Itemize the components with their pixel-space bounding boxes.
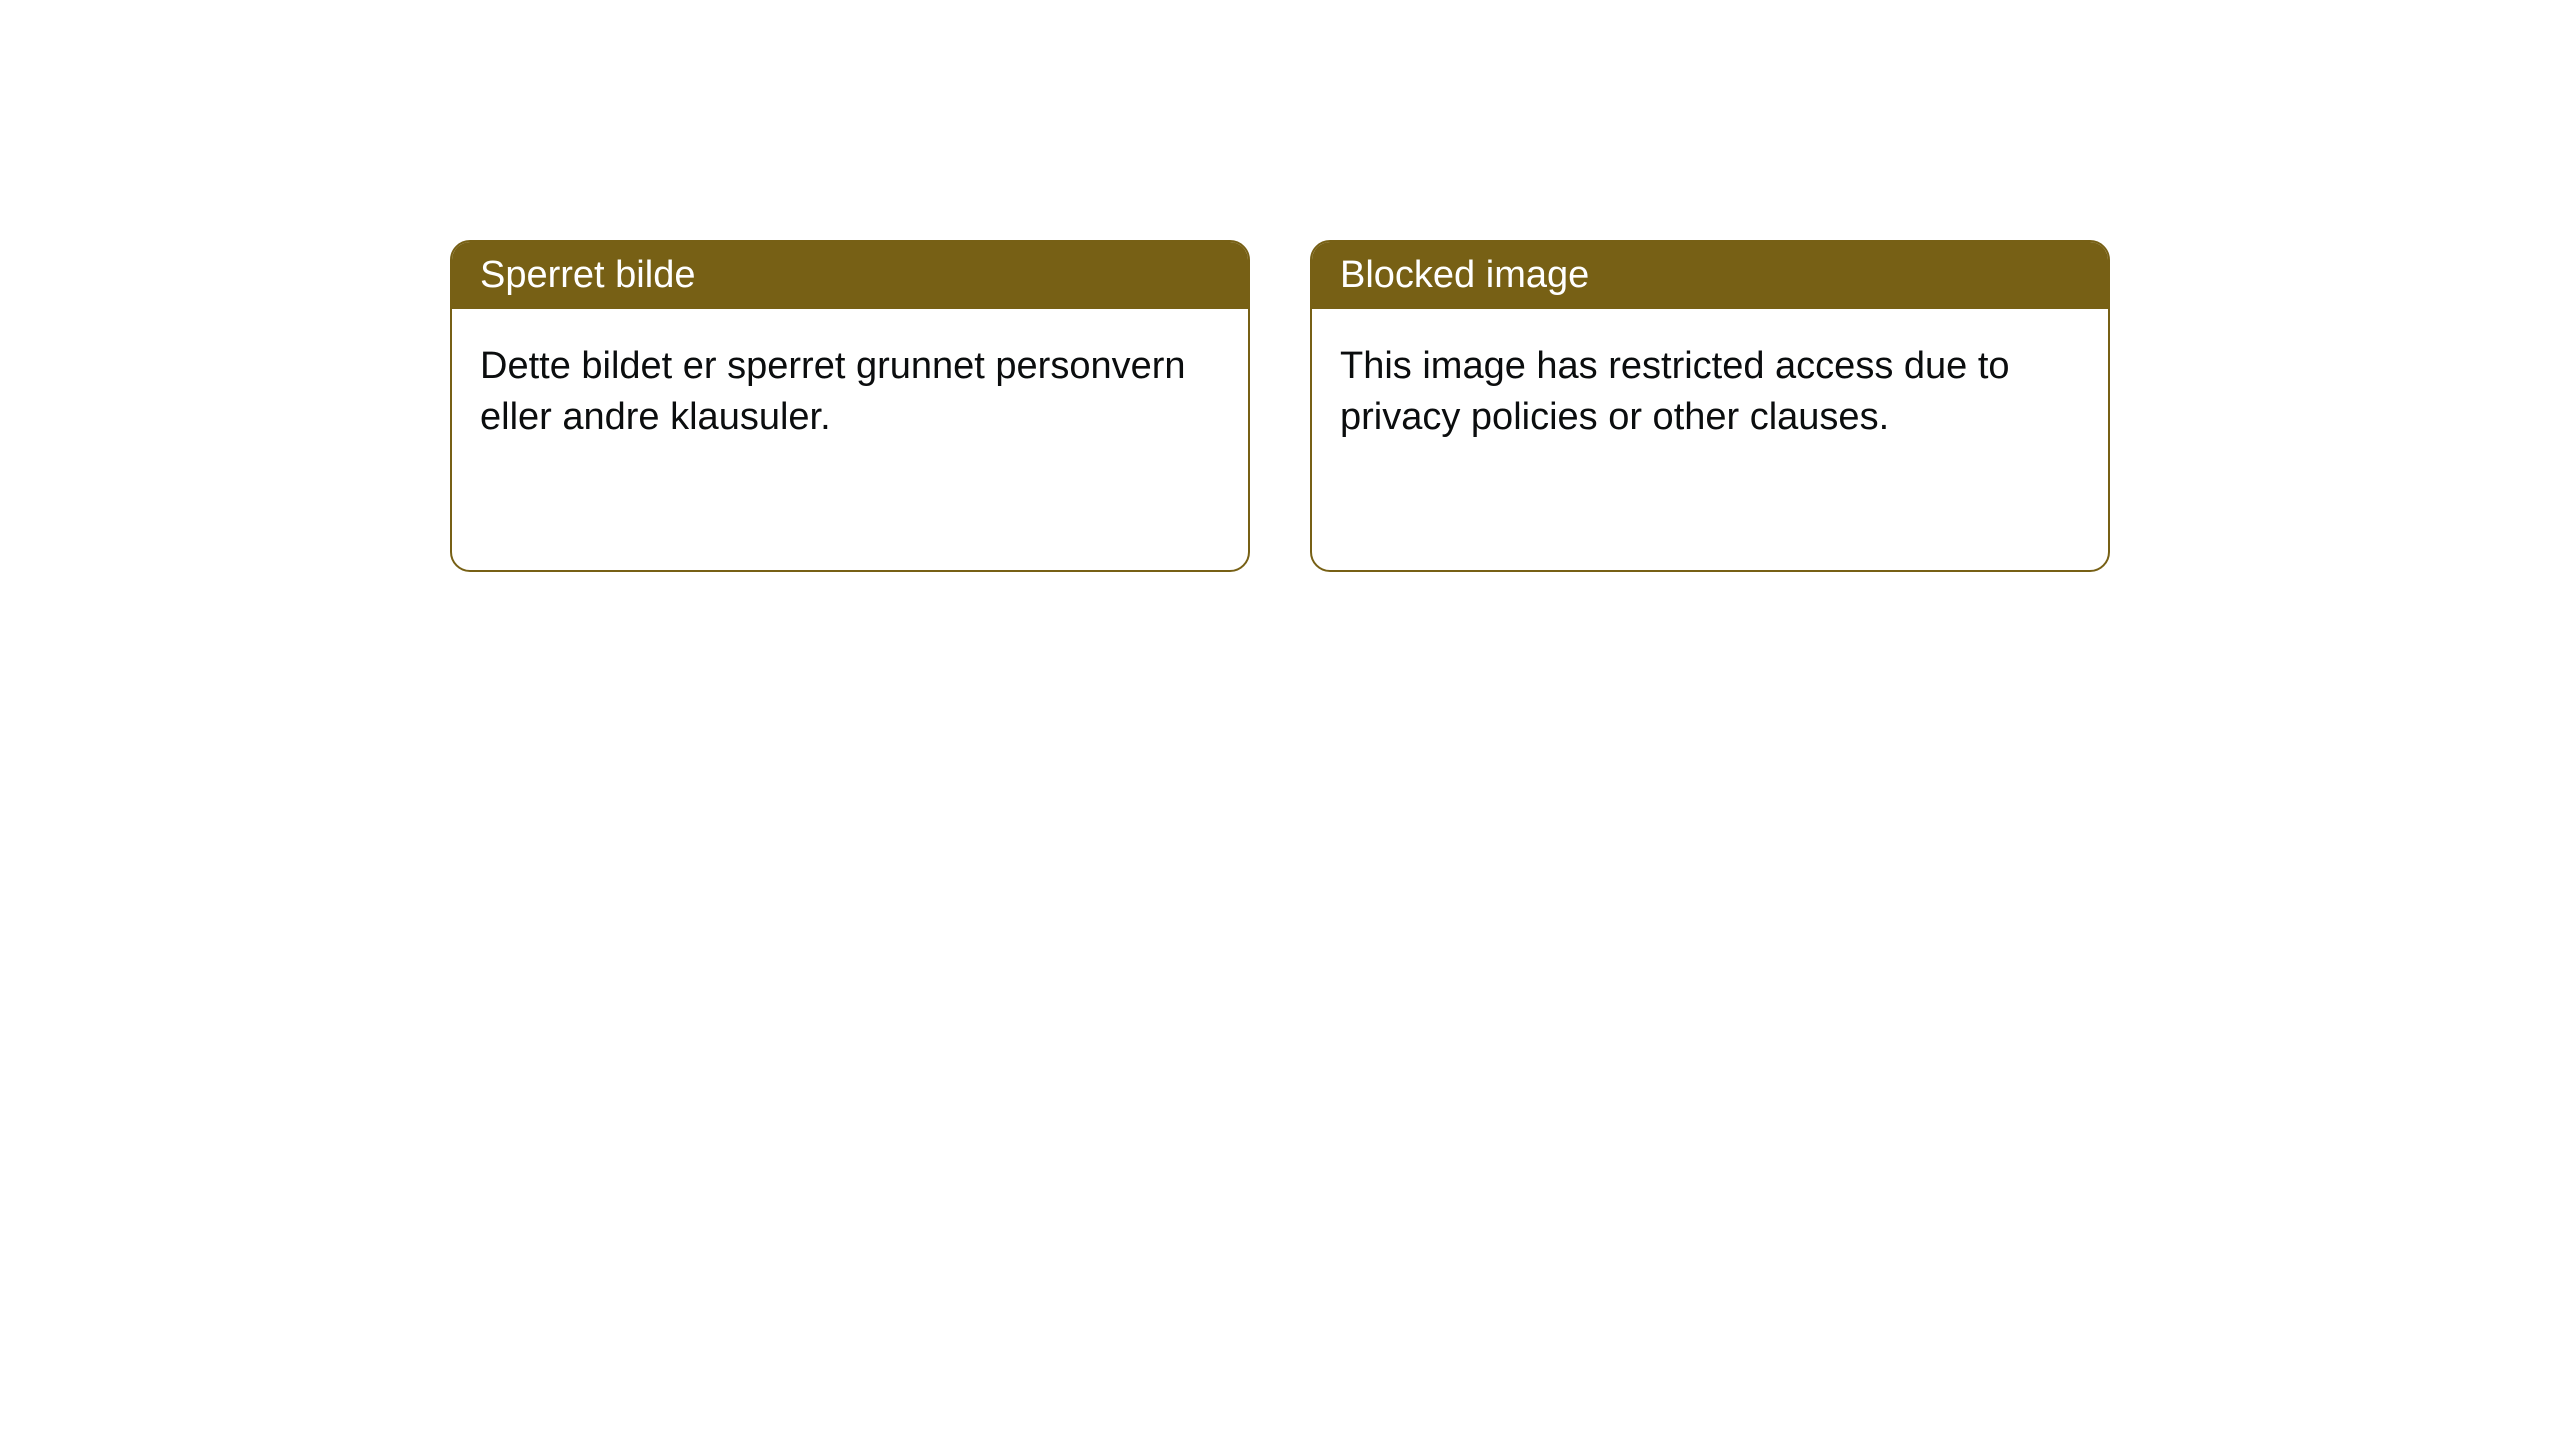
notice-title: Blocked image — [1340, 254, 1589, 296]
notice-card-body: Dette bildet er sperret grunnet personve… — [452, 309, 1248, 476]
notice-message: This image has restricted access due to … — [1340, 345, 2010, 438]
notice-container: Sperret bilde Dette bildet er sperret gr… — [0, 0, 2560, 572]
notice-title: Sperret bilde — [480, 254, 695, 296]
notice-card-norwegian: Sperret bilde Dette bildet er sperret gr… — [450, 240, 1250, 572]
notice-card-body: This image has restricted access due to … — [1312, 309, 2108, 476]
notice-card-english: Blocked image This image has restricted … — [1310, 240, 2110, 572]
notice-card-header: Sperret bilde — [452, 242, 1248, 309]
notice-card-header: Blocked image — [1312, 242, 2108, 309]
notice-message: Dette bildet er sperret grunnet personve… — [480, 345, 1186, 438]
